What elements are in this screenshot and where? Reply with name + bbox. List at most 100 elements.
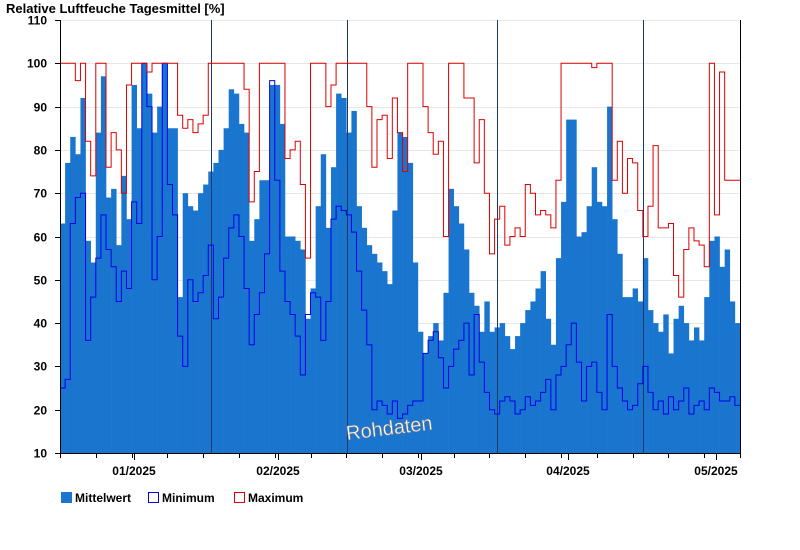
mean-bar: [555, 258, 562, 453]
x-tick-label: 05/2025: [694, 464, 738, 478]
mean-bar: [290, 236, 296, 453]
y-tick-label: 20: [34, 404, 48, 418]
mean-bar: [152, 132, 158, 453]
legend-swatch-min: [148, 492, 159, 503]
mean-bar: [566, 119, 572, 453]
mean-bar: [581, 232, 587, 453]
mean-bar: [238, 123, 245, 454]
mean-bar: [75, 154, 81, 454]
legend-swatch-mean: [61, 492, 72, 503]
mean-bar: [663, 314, 669, 453]
mean-bar: [325, 227, 332, 453]
mean-bar: [596, 201, 603, 453]
y-tick-label: 70: [34, 187, 48, 201]
y-tick-label: 50: [34, 274, 48, 288]
mean-bar: [187, 206, 194, 453]
mean-bar: [653, 323, 659, 453]
y-tick-label: 30: [34, 360, 48, 374]
x-tick-label: 03/2025: [399, 464, 443, 478]
y-tick-label: 40: [34, 317, 48, 331]
mean-bar: [693, 327, 700, 453]
y-tick-label: 10: [34, 447, 48, 461]
mean-bar: [305, 318, 311, 453]
legend-swatch-max: [234, 492, 245, 503]
y-tick-label: 100: [27, 57, 47, 71]
mean-bar: [106, 197, 112, 453]
mean-bar: [126, 219, 132, 453]
y-tick-label: 80: [34, 144, 48, 158]
mean-bar: [330, 167, 337, 453]
mean-bar: [162, 63, 168, 454]
axes: [55, 20, 741, 458]
mean-bar: [274, 84, 281, 453]
mean-bar: [208, 171, 214, 454]
mean-bar: [233, 93, 240, 454]
mean-bar: [172, 128, 178, 453]
mean-bar: [448, 188, 454, 453]
legend-label-min: Minimum: [162, 491, 215, 505]
mean-bar: [586, 206, 593, 453]
mean-bar: [699, 340, 705, 453]
mean-bar: [392, 210, 398, 453]
mean-bar: [141, 63, 148, 454]
mean-bar: [223, 128, 230, 453]
mean-bar: [376, 262, 383, 453]
mean-bar: [714, 236, 720, 453]
mean-bar: [412, 262, 419, 453]
mean-bar: [504, 336, 511, 453]
mean-bar: [535, 288, 541, 453]
x-axis-ticks: 01/2025 02/2025 03/2025 04/2025 05/2025: [60, 453, 741, 478]
mean-bar: [525, 310, 531, 453]
mean-bar: [423, 353, 429, 453]
mean-bar: [601, 206, 608, 453]
mean-bar: [341, 97, 347, 453]
mean-bar: [177, 297, 183, 453]
mean-bar: [382, 271, 388, 453]
mean-bar: [80, 97, 86, 453]
mean-bar: [65, 162, 71, 453]
y-axis-ticks: 10 20 30 40 50 60 70 80 90 100 110: [27, 14, 60, 461]
legend-label-mean: Mittelwert: [75, 491, 131, 505]
mean-bar: [474, 305, 480, 453]
mean-bar: [632, 288, 639, 453]
mean-bar: [356, 206, 362, 453]
mean-bar: [121, 175, 127, 453]
maximum-series-line: [60, 62, 740, 298]
mean-bar: [284, 236, 291, 453]
mean-bar: [469, 292, 475, 453]
mean-bar: [387, 284, 393, 453]
mean-bar: [336, 93, 342, 454]
mean-bar: [346, 132, 352, 453]
mean-bar: [668, 353, 674, 453]
x-tick-label: 04/2025: [546, 464, 590, 478]
mean-bar: [571, 119, 577, 453]
mean-bar: [131, 84, 137, 453]
x-tick-label: 02/2025: [256, 464, 300, 478]
mean-bar: [520, 323, 526, 453]
mean-bar: [371, 253, 378, 453]
mean-bar: [95, 132, 102, 453]
mean-bar: [203, 184, 209, 454]
mean-bar: [428, 336, 434, 453]
mean-bar: [85, 240, 91, 453]
mean-bar: [402, 136, 408, 453]
mean-bar: [361, 227, 368, 453]
mean-bar: [198, 193, 204, 453]
mean-bar: [443, 292, 449, 453]
mean-bar: [111, 188, 117, 453]
mean-bar: [407, 162, 414, 453]
mean-bar: [136, 128, 143, 453]
mean-bar: [315, 206, 322, 453]
mean-bar: [550, 344, 557, 453]
mean-bar: [647, 310, 654, 453]
mean-bar: [607, 106, 613, 453]
mean-bar: [310, 288, 316, 453]
mean-bar: [734, 323, 741, 453]
mean-bar: [724, 249, 731, 453]
mean-bar: [704, 297, 710, 453]
x-tick-label: 01/2025: [112, 464, 156, 478]
mean-bar: [116, 245, 122, 453]
mean-bar: [612, 219, 618, 453]
mean-bar: [182, 193, 189, 453]
